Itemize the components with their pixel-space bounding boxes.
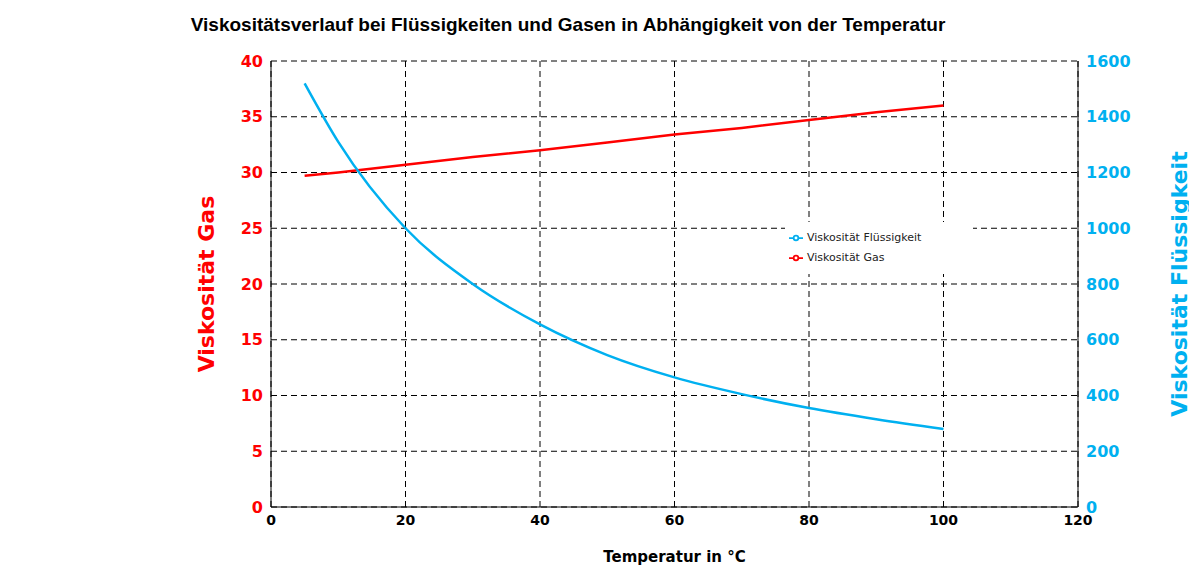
svg-text:80: 80 xyxy=(799,512,819,528)
svg-text:1200: 1200 xyxy=(1086,163,1131,182)
svg-text:Temperatur in °C: Temperatur in °C xyxy=(603,548,746,566)
svg-text:100: 100 xyxy=(929,512,958,528)
svg-text:Viskosität Flüssigkeit: Viskosität Flüssigkeit xyxy=(1167,151,1181,417)
svg-text:400: 400 xyxy=(1086,386,1119,405)
svg-text:0: 0 xyxy=(1086,498,1097,517)
svg-text:40: 40 xyxy=(241,52,263,71)
svg-text:5: 5 xyxy=(252,442,263,461)
svg-text:20: 20 xyxy=(241,275,263,294)
svg-text:25: 25 xyxy=(241,219,263,238)
svg-text:0: 0 xyxy=(266,512,276,528)
svg-text:60: 60 xyxy=(665,512,685,528)
svg-text:15: 15 xyxy=(241,330,263,349)
svg-text:0: 0 xyxy=(252,498,263,517)
svg-text:Viskosität Gas: Viskosität Gas xyxy=(194,196,219,373)
svg-text:800: 800 xyxy=(1086,275,1119,294)
svg-text:600: 600 xyxy=(1086,330,1119,349)
svg-text:1600: 1600 xyxy=(1086,52,1131,71)
svg-text:40: 40 xyxy=(530,512,550,528)
svg-text:1000: 1000 xyxy=(1086,219,1131,238)
svg-text:1400: 1400 xyxy=(1086,107,1131,126)
html-text:Viskosität Gas: Viskosität Gas xyxy=(807,251,885,264)
svg-text:20: 20 xyxy=(396,512,416,528)
svg-text:120: 120 xyxy=(1063,511,1093,528)
html-text:Viskositätsverlauf bei Flüssig: Viskositätsverlauf bei Flüssigkeiten und… xyxy=(190,14,946,35)
html-text:Viskosität Flüssigkeit: Viskosität Flüssigkeit xyxy=(807,231,922,244)
svg-text:10: 10 xyxy=(241,386,263,405)
svg-text:200: 200 xyxy=(1086,442,1119,461)
svg-text:30: 30 xyxy=(241,163,263,182)
svg-text:35: 35 xyxy=(241,107,263,126)
